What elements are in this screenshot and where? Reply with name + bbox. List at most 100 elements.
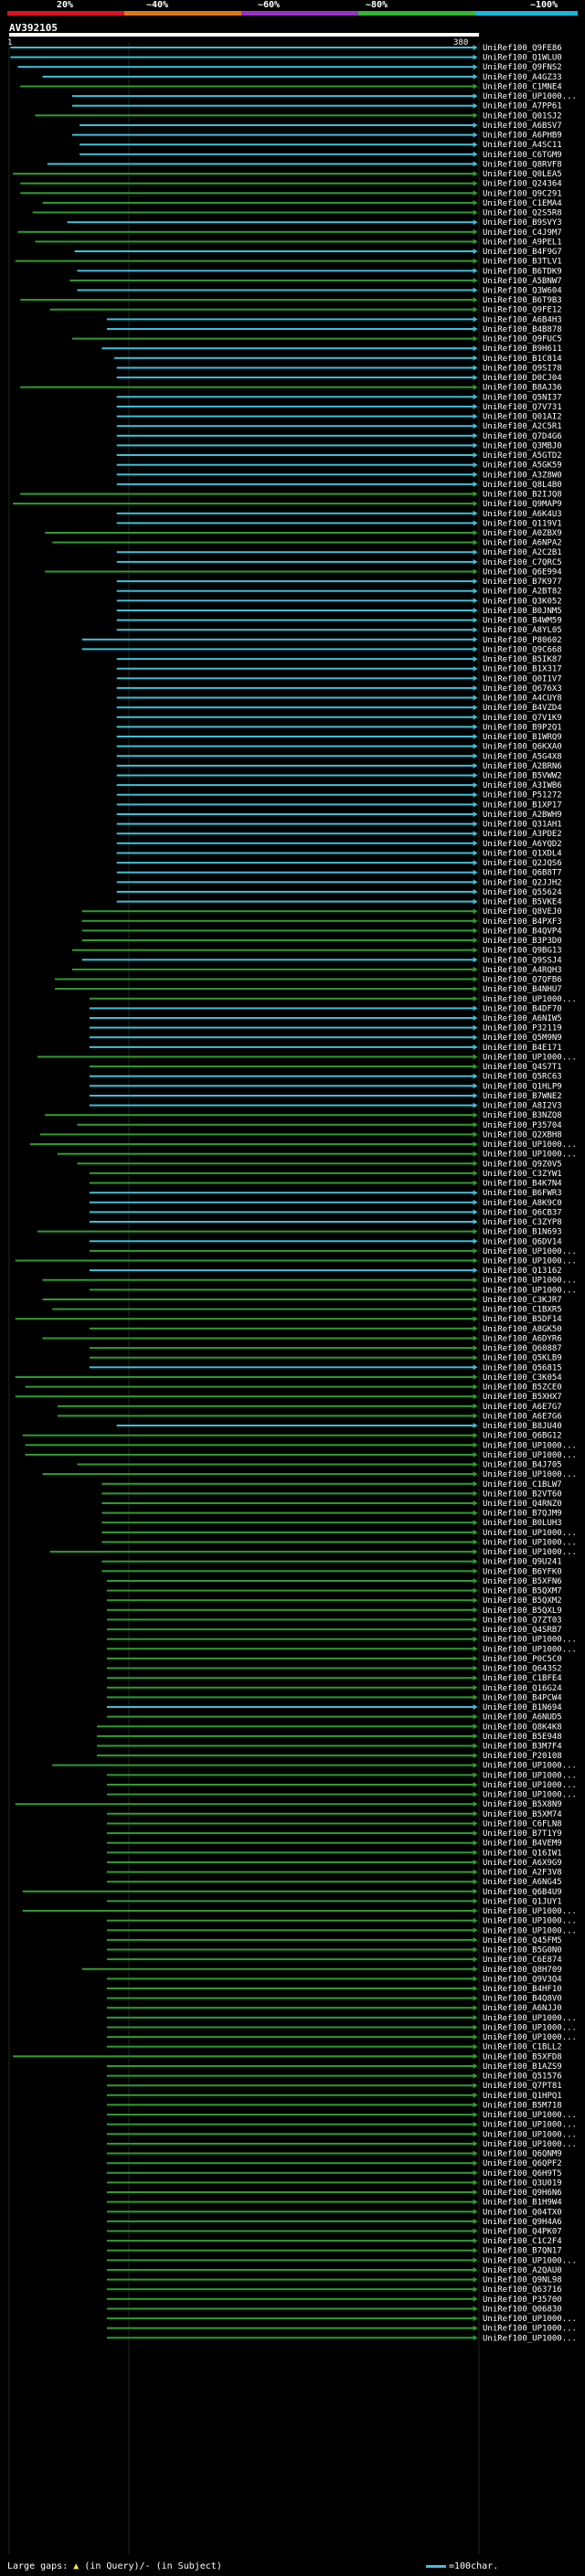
- hit-label[interactable]: UniRef100_Q60887: [483, 1344, 562, 1353]
- hit-label[interactable]: UniRef100_Q04TX0: [483, 2208, 562, 2217]
- hit-label[interactable]: UniRef100_B3NZQ8: [483, 1111, 562, 1120]
- hit-bar[interactable]: [89, 1356, 474, 1359]
- hit-label[interactable]: UniRef100_Q9NL98: [483, 2276, 562, 2285]
- hit-bar[interactable]: [106, 2317, 474, 2320]
- hit-label[interactable]: UniRef100_A5GK59: [483, 461, 562, 471]
- hit-label[interactable]: UniRef100_Q7PT81: [483, 2082, 562, 2091]
- hit-label[interactable]: UniRef100_A6K4U3: [483, 510, 562, 519]
- hit-label[interactable]: UniRef100_B5VKE4: [483, 898, 562, 907]
- hit-label[interactable]: UniRef100_Q5RC63: [483, 1073, 562, 1082]
- hit-bar[interactable]: [116, 686, 474, 689]
- hit-label[interactable]: UniRef100_UP1000...: [483, 1441, 577, 1450]
- hit-bar[interactable]: [89, 1036, 474, 1039]
- hit-label[interactable]: UniRef100_Q51576: [483, 2072, 562, 2082]
- hit-bar[interactable]: [89, 1065, 474, 1068]
- hit-bar[interactable]: [116, 405, 474, 408]
- hit-label[interactable]: UniRef100_A2QAU0: [483, 2266, 562, 2275]
- hit-bar[interactable]: [101, 1502, 474, 1504]
- hit-bar[interactable]: [89, 997, 474, 1000]
- hit-bar[interactable]: [20, 182, 474, 185]
- hit-bar[interactable]: [106, 2016, 474, 2019]
- hit-bar[interactable]: [106, 1608, 474, 1611]
- hit-label[interactable]: UniRef100_Q6DV14: [483, 1237, 562, 1246]
- hit-bar[interactable]: [106, 2133, 474, 2136]
- hit-bar[interactable]: [116, 629, 474, 631]
- hit-label[interactable]: UniRef100_Q7V1K9: [483, 714, 562, 723]
- hit-bar[interactable]: [106, 2297, 474, 2300]
- hit-label[interactable]: UniRef100_UP1000...: [483, 1286, 577, 1295]
- hit-bar[interactable]: [42, 1278, 474, 1281]
- hit-bar[interactable]: [89, 1201, 474, 1203]
- hit-bar[interactable]: [72, 968, 474, 970]
- hit-bar[interactable]: [106, 2171, 474, 2174]
- hit-label[interactable]: UniRef100_C1BLL2: [483, 2043, 562, 2052]
- hit-label[interactable]: UniRef100_B3P3D0: [483, 937, 562, 946]
- hit-bar[interactable]: [22, 1910, 474, 1912]
- hit-label[interactable]: UniRef100_A5BNW7: [483, 277, 562, 286]
- hit-label[interactable]: UniRef100_C1EMA4: [483, 199, 562, 208]
- hit-bar[interactable]: [47, 163, 474, 165]
- hit-bar[interactable]: [106, 1871, 474, 1873]
- hit-bar[interactable]: [106, 1599, 474, 1602]
- hit-bar[interactable]: [57, 1415, 474, 1417]
- hit-bar[interactable]: [116, 619, 474, 621]
- hit-label[interactable]: UniRef100_B3TLV1: [483, 258, 562, 267]
- hit-label[interactable]: UniRef100_Q9Z0V5: [483, 1160, 562, 1169]
- hit-label[interactable]: UniRef100_B8AJ36: [483, 384, 562, 393]
- hit-bar[interactable]: [116, 793, 474, 796]
- hit-bar[interactable]: [72, 133, 474, 136]
- hit-label[interactable]: UniRef100_A7PP61: [483, 102, 562, 111]
- hit-label[interactable]: UniRef100_B9SVY3: [483, 218, 562, 228]
- hit-bar[interactable]: [116, 813, 474, 815]
- hit-label[interactable]: UniRef100_Q9C291: [483, 189, 562, 198]
- hit-bar[interactable]: [106, 1929, 474, 1932]
- hit-label[interactable]: UniRef100_P20108: [483, 1752, 562, 1761]
- hit-bar[interactable]: [106, 1988, 474, 1989]
- hit-bar[interactable]: [106, 2220, 474, 2222]
- hit-label[interactable]: UniRef100_B5ZCE0: [483, 1383, 562, 1393]
- hit-label[interactable]: UniRef100_A2C2B1: [483, 548, 562, 557]
- hit-bar[interactable]: [116, 745, 474, 747]
- hit-bar[interactable]: [15, 1395, 474, 1398]
- hit-bar[interactable]: [106, 318, 474, 321]
- hit-label[interactable]: UniRef100_B1AZS9: [483, 2062, 562, 2072]
- hit-bar[interactable]: [20, 493, 474, 495]
- hit-label[interactable]: UniRef100_UP1000...: [483, 1926, 577, 1935]
- hit-bar[interactable]: [116, 425, 474, 428]
- hit-bar[interactable]: [22, 1890, 474, 1892]
- hit-label[interactable]: UniRef100_Q16G24: [483, 1684, 562, 1693]
- hit-bar[interactable]: [116, 589, 474, 592]
- hit-bar[interactable]: [116, 852, 474, 854]
- hit-label[interactable]: UniRef100_A2BT82: [483, 588, 562, 597]
- hit-label[interactable]: UniRef100_Q6KXA0: [483, 743, 562, 752]
- hit-bar[interactable]: [106, 328, 474, 330]
- hit-bar[interactable]: [106, 1774, 474, 1776]
- hit-label[interactable]: UniRef100_B4F9G7: [483, 248, 562, 257]
- hit-label[interactable]: UniRef100_A8YL05: [483, 626, 562, 635]
- hit-label[interactable]: UniRef100_A4RQH3: [483, 966, 562, 975]
- hit-bar[interactable]: [89, 1192, 474, 1194]
- hit-bar[interactable]: [106, 2007, 474, 2009]
- hit-bar[interactable]: [49, 308, 474, 311]
- hit-label[interactable]: UniRef100_Q9FNS2: [483, 63, 562, 72]
- hit-label[interactable]: UniRef100_Q2JJH2: [483, 878, 562, 887]
- hit-label[interactable]: UniRef100_Q7D4G6: [483, 432, 562, 441]
- hit-bar[interactable]: [13, 503, 474, 505]
- hit-label[interactable]: UniRef100_Q9BG13: [483, 947, 562, 956]
- hit-bar[interactable]: [114, 356, 474, 359]
- hit-bar[interactable]: [45, 570, 474, 573]
- hit-bar[interactable]: [89, 1221, 474, 1223]
- hit-bar[interactable]: [15, 260, 474, 262]
- hit-bar[interactable]: [106, 2026, 474, 2029]
- hit-label[interactable]: UniRef100_Q1WLU0: [483, 54, 562, 63]
- hit-label[interactable]: UniRef100_Q63716: [483, 2285, 562, 2295]
- hit-bar[interactable]: [106, 1589, 474, 1592]
- hit-label[interactable]: UniRef100_C1BXR5: [483, 1306, 562, 1315]
- hit-bar[interactable]: [89, 1085, 474, 1087]
- hit-label[interactable]: UniRef100_Q7QFB6: [483, 976, 562, 985]
- hit-bar[interactable]: [116, 822, 474, 825]
- hit-label[interactable]: UniRef100_A6E7G6: [483, 1412, 562, 1421]
- hit-label[interactable]: UniRef100_B7WNE2: [483, 1092, 562, 1101]
- hit-label[interactable]: UniRef100_A6E7G7: [483, 1403, 562, 1412]
- hit-label[interactable]: UniRef100_A9PEL1: [483, 238, 562, 247]
